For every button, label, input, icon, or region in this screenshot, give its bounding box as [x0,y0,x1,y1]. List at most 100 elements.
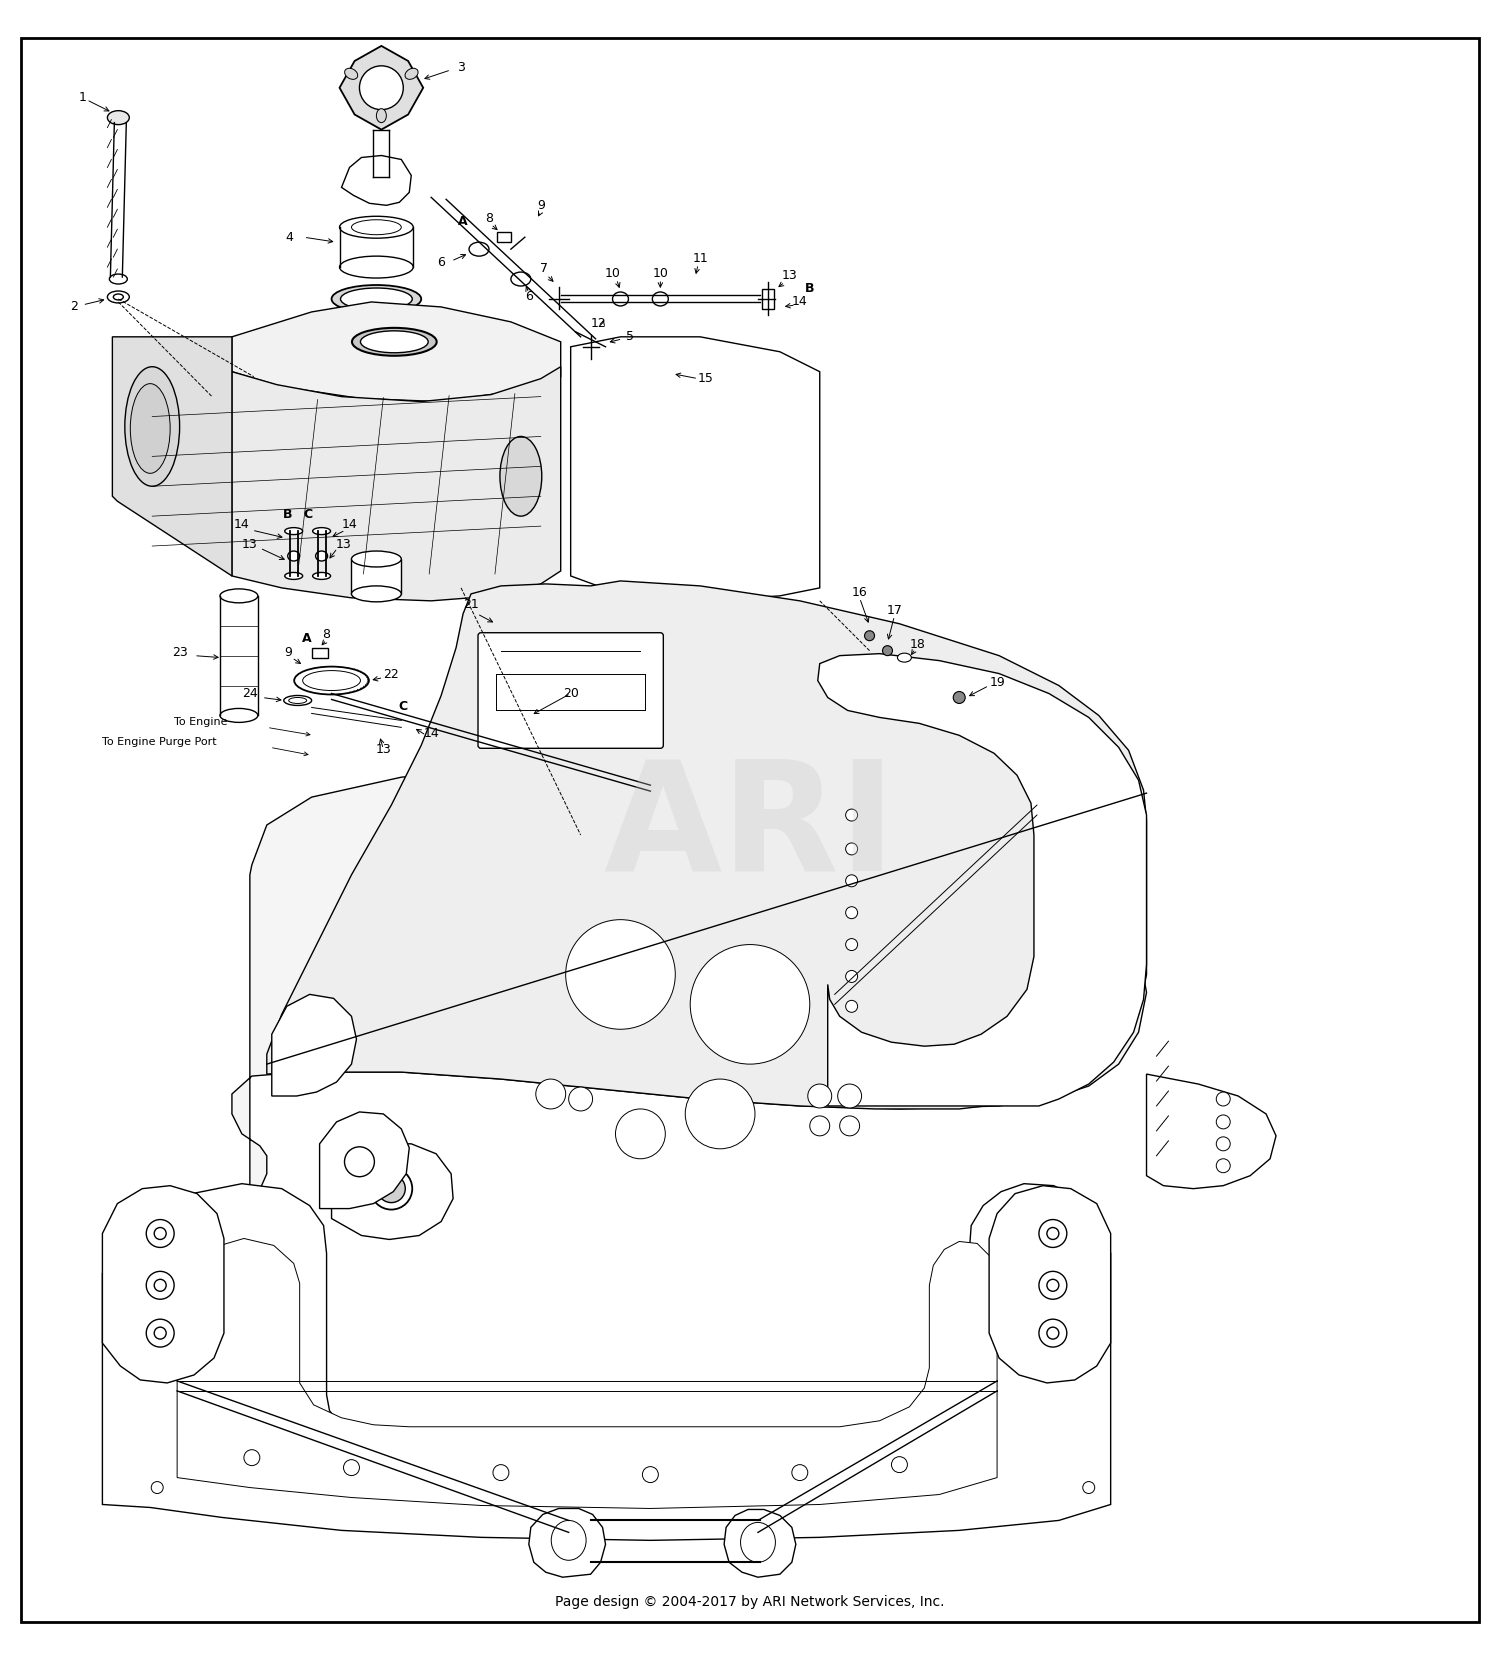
Ellipse shape [376,109,387,122]
Ellipse shape [312,528,330,535]
Polygon shape [988,1185,1110,1384]
Ellipse shape [284,695,312,705]
Circle shape [344,1460,360,1476]
Text: 9: 9 [284,645,291,659]
Ellipse shape [124,367,180,487]
Circle shape [154,1228,166,1240]
Text: 10: 10 [652,266,669,280]
Text: 23: 23 [172,645,188,659]
Circle shape [360,66,404,109]
Text: 4: 4 [286,230,294,243]
Text: 11: 11 [693,252,708,265]
Text: 14: 14 [342,518,357,531]
Polygon shape [232,367,561,601]
Circle shape [568,1087,592,1111]
Circle shape [1047,1279,1059,1291]
Ellipse shape [108,111,129,124]
Circle shape [846,907,858,919]
Text: B: B [284,508,292,521]
Circle shape [792,1465,808,1481]
Text: Page design © 2004-2017 by ARI Network Services, Inc.: Page design © 2004-2017 by ARI Network S… [555,1595,945,1609]
Circle shape [882,645,892,655]
Circle shape [152,1481,164,1493]
Bar [351,559,402,594]
Circle shape [146,1220,174,1248]
Circle shape [146,1319,174,1347]
Text: To Engine: To Engine [174,717,228,728]
Text: 18: 18 [909,637,926,650]
Text: 6: 6 [525,291,532,303]
Ellipse shape [340,288,412,309]
Text: 10: 10 [604,266,621,280]
Text: B: B [806,281,814,295]
Polygon shape [342,156,411,205]
Text: 14: 14 [234,518,250,531]
Ellipse shape [405,68,418,79]
Circle shape [1216,1137,1230,1150]
Ellipse shape [351,551,402,568]
Circle shape [615,1109,666,1158]
Ellipse shape [339,257,414,278]
Ellipse shape [351,586,402,602]
Polygon shape [267,581,1146,1109]
Ellipse shape [370,1168,413,1210]
Polygon shape [332,1144,453,1240]
Ellipse shape [378,1175,405,1203]
Ellipse shape [897,654,912,662]
Text: 13: 13 [782,270,798,281]
Circle shape [686,1079,754,1149]
Circle shape [846,1000,858,1013]
Circle shape [154,1279,166,1291]
Polygon shape [102,1185,224,1384]
Text: 7: 7 [540,261,548,275]
FancyBboxPatch shape [478,632,663,748]
Ellipse shape [351,220,402,235]
Ellipse shape [339,217,414,238]
Text: 14: 14 [423,727,439,740]
Text: To Engine Purge Port: To Engine Purge Port [102,738,218,748]
Circle shape [345,1147,375,1177]
Text: 8: 8 [322,627,330,640]
Circle shape [1047,1228,1059,1240]
Polygon shape [570,338,819,601]
Polygon shape [818,654,1146,1106]
Circle shape [1216,1092,1230,1106]
Polygon shape [320,1112,410,1208]
Ellipse shape [652,291,669,306]
Circle shape [1083,1481,1095,1493]
Circle shape [244,1450,260,1466]
Text: 5: 5 [627,331,634,343]
Circle shape [846,970,858,983]
Ellipse shape [500,437,542,516]
Polygon shape [232,768,1146,1202]
Text: 19: 19 [988,675,1005,688]
Polygon shape [112,338,232,576]
Ellipse shape [220,589,258,602]
Ellipse shape [470,242,489,257]
Ellipse shape [345,68,357,79]
Polygon shape [102,1183,1110,1541]
Text: 13: 13 [375,743,392,756]
Polygon shape [232,301,561,402]
Text: 16: 16 [852,586,867,599]
Circle shape [146,1271,174,1299]
Circle shape [808,1084,831,1107]
Circle shape [1216,1158,1230,1173]
Circle shape [135,1341,150,1355]
Ellipse shape [512,271,531,286]
Ellipse shape [360,331,428,353]
Circle shape [1040,1319,1066,1347]
Circle shape [810,1115,830,1135]
Ellipse shape [294,667,369,695]
Text: 8: 8 [484,212,494,225]
Bar [312,647,327,657]
Polygon shape [339,46,423,129]
Circle shape [846,809,858,821]
Ellipse shape [130,384,170,473]
Text: 14: 14 [792,295,807,308]
Ellipse shape [288,551,300,561]
Text: 20: 20 [562,687,579,700]
Text: 9: 9 [537,199,544,212]
Circle shape [642,1466,658,1483]
Polygon shape [177,1238,998,1508]
